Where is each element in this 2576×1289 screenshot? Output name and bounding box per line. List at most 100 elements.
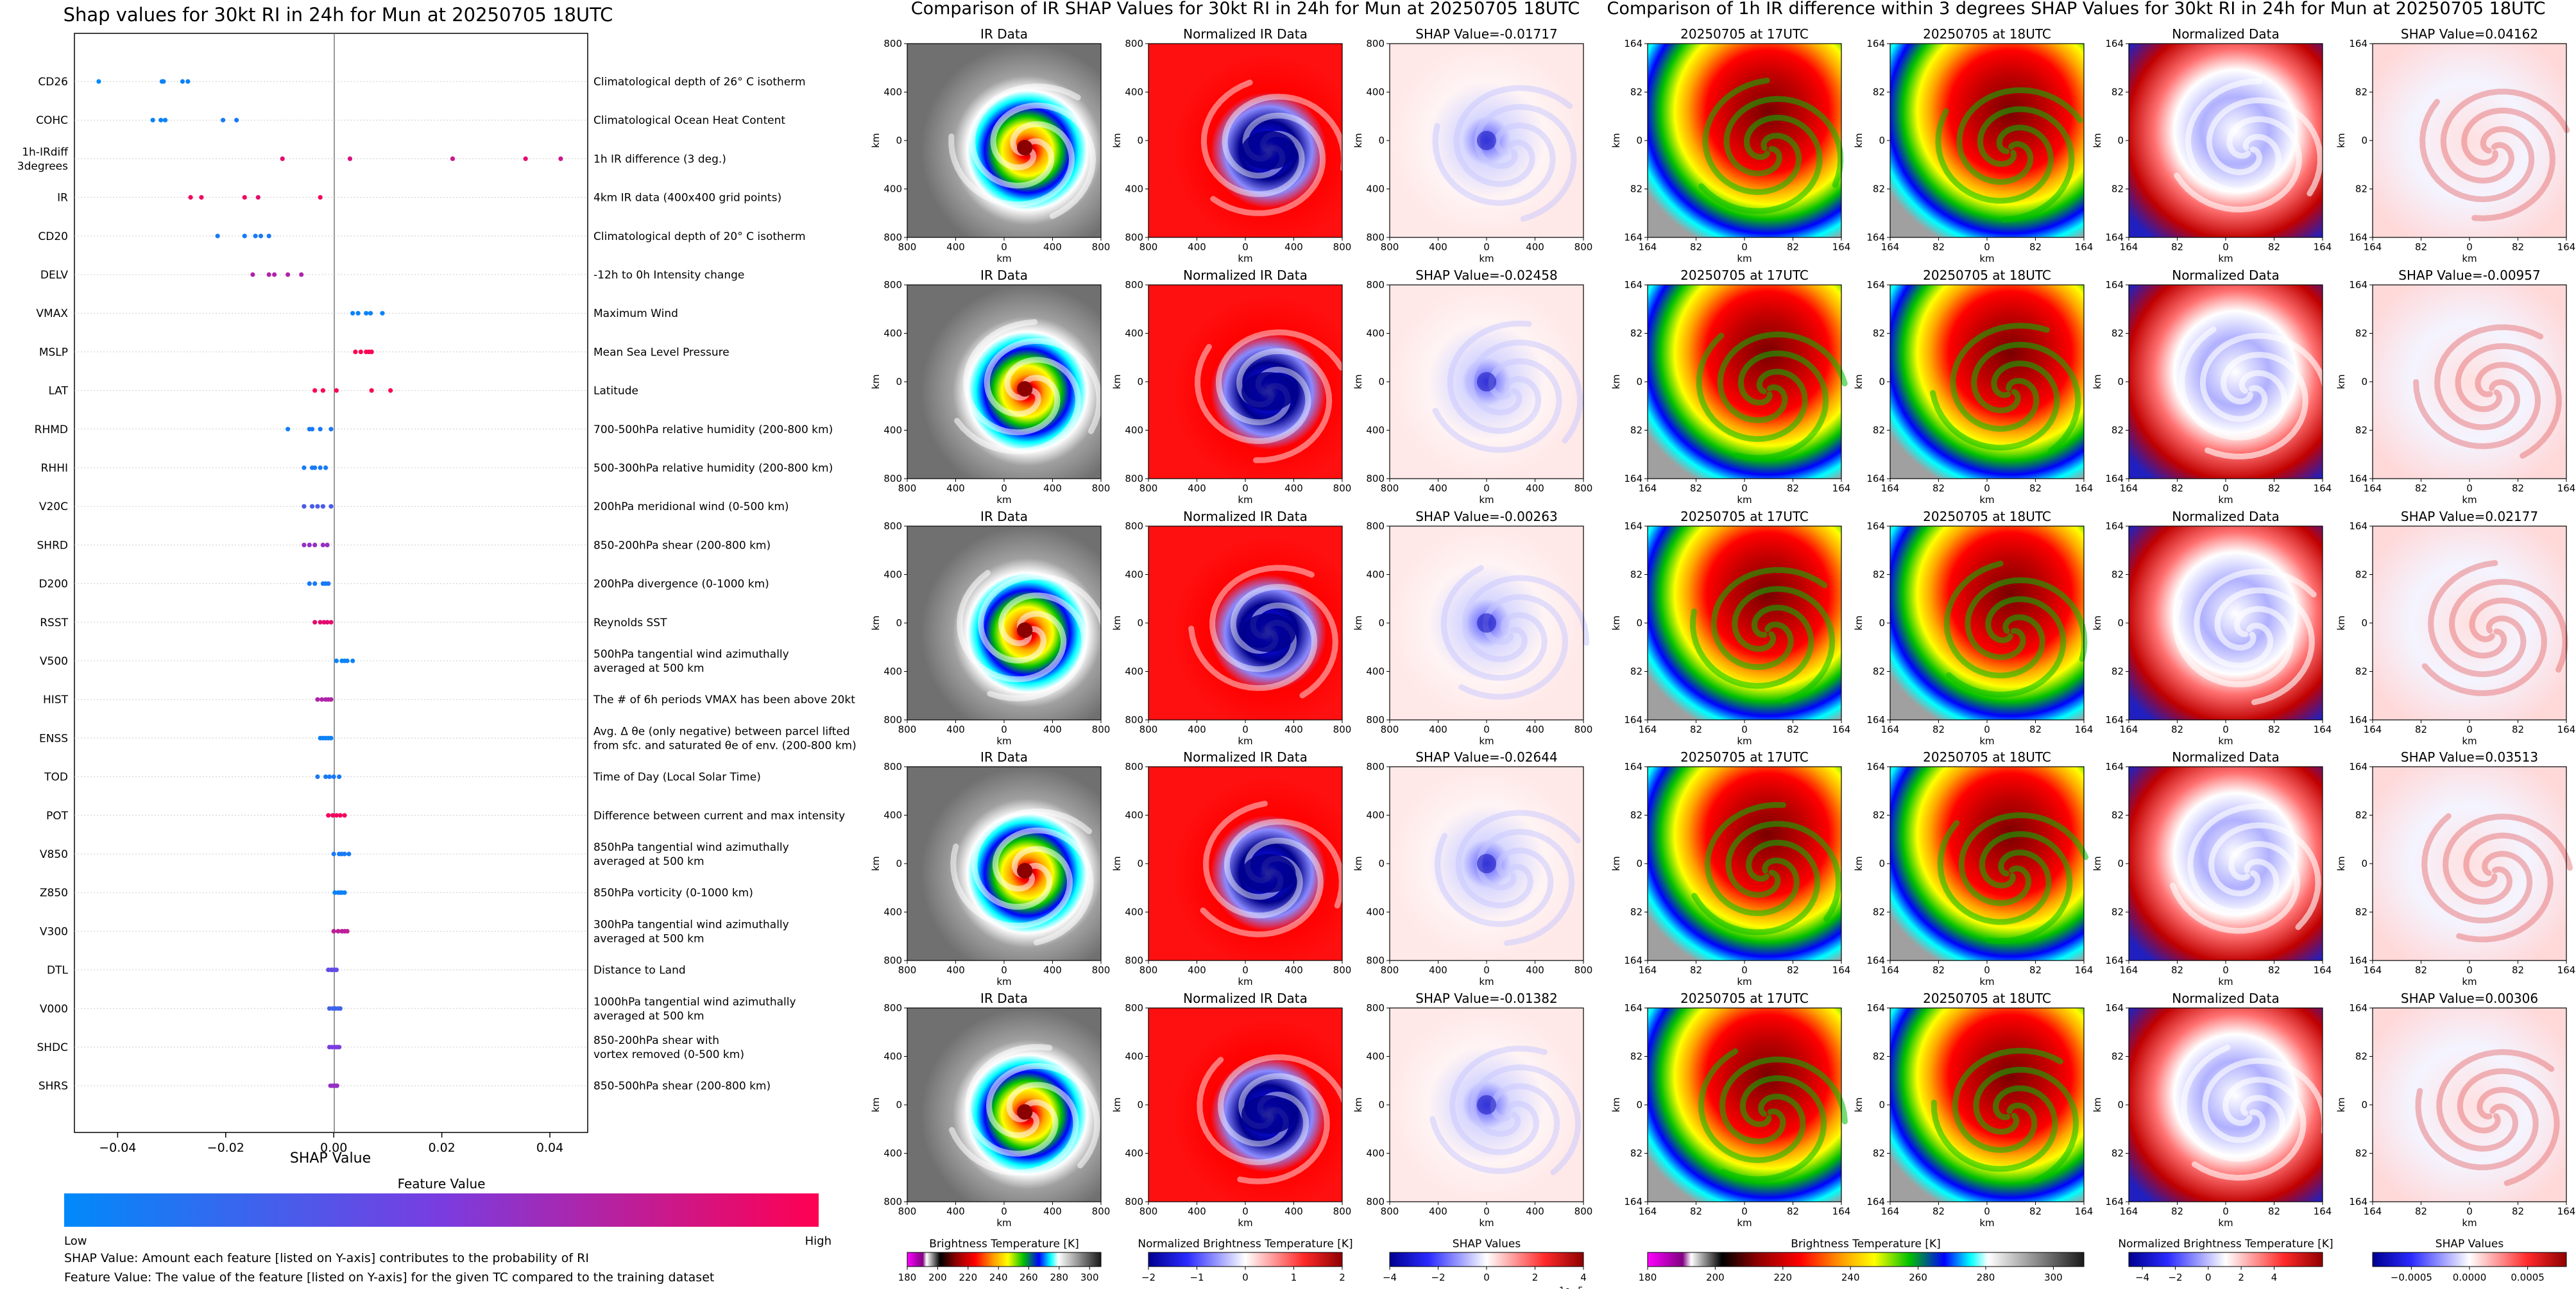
- shap-point: [286, 427, 291, 432]
- shap-point: [302, 465, 307, 470]
- x-axis-label: km: [1238, 735, 1252, 747]
- y-axis-label: km: [1853, 374, 1864, 389]
- subplot-title: 20250705 at 17UTC: [1680, 749, 1809, 765]
- feature-name-label: VMAX: [36, 307, 68, 320]
- x-axis-label: km: [2218, 1217, 2233, 1229]
- image-subplot: Normalized Data1641648282008282164164kmk…: [2092, 509, 2332, 747]
- x-tick-label: 164: [2364, 1206, 2382, 1217]
- colorbar: Normalized Brightness Temperature [K] −4 −…: [2118, 1238, 2333, 1283]
- x-tick-label: 82: [1932, 241, 1945, 253]
- feature-description-label: 1000hPa tangential wind azimuthally avera…: [593, 996, 796, 1023]
- feature-name-label: MSLP: [39, 346, 68, 359]
- spiral-band: [954, 357, 1081, 455]
- feature-name-label: CD26: [38, 76, 68, 89]
- spiral-band: [2214, 587, 2315, 706]
- shap-point: [150, 117, 155, 123]
- y-axis-label: km: [2335, 856, 2347, 871]
- x-axis-label: km: [2462, 253, 2477, 264]
- x-tick-label: 800: [1574, 1206, 1593, 1217]
- shap-point: [250, 272, 255, 277]
- image-subplot: 20250705 at 17UTC1641648282008282164164k…: [1610, 509, 1850, 747]
- x-axis-label: km: [996, 976, 1011, 987]
- colorbar-tick-label: 240: [989, 1272, 1008, 1283]
- x-tick-label: 400: [1188, 964, 1206, 976]
- y-axis-label: km: [1610, 374, 1622, 389]
- x-axis-label: km: [1737, 976, 1752, 987]
- shap-point: [380, 311, 385, 316]
- y-tick-label: 0: [1137, 376, 1143, 388]
- shap-point: [334, 388, 339, 393]
- spiral-band: [1447, 320, 1542, 434]
- spiral-band: [2179, 326, 2288, 441]
- image-subplot: SHAP Value=0.003061641648282008282164164…: [2335, 991, 2575, 1229]
- x-axis-label: km: [2462, 494, 2477, 506]
- spiral-band: [1710, 567, 1828, 670]
- y-axis-label: km: [1352, 1097, 1364, 1112]
- x-tick-label: 164: [2075, 1206, 2094, 1217]
- x-tick-label: 0: [1741, 241, 1748, 253]
- x-tick-label: 800: [1333, 964, 1352, 976]
- colorbar-strip: [907, 1252, 1102, 1267]
- colorbar-tick-label: 4: [2271, 1272, 2278, 1283]
- x-tick-label: 82: [2268, 482, 2280, 494]
- x-axis-label: km: [996, 494, 1011, 506]
- storm-core: [1241, 853, 1296, 893]
- spiral-band: [1432, 123, 1556, 206]
- image-subplot: 20250705 at 17UTC1641648282008282164164k…: [1610, 749, 1850, 987]
- y-tick-label: 164: [2105, 279, 2124, 291]
- subplot-title: SHAP Value=0.02177: [2401, 509, 2538, 524]
- y-tick-label: 0: [1378, 135, 1385, 146]
- y-tick-label: 164: [2349, 1196, 2367, 1208]
- x-axis-label: km: [1979, 976, 1994, 987]
- x-tick-label: 400: [1429, 241, 1447, 253]
- spiral-band: [2461, 107, 2555, 221]
- y-axis-label: km: [2092, 615, 2103, 630]
- image-field: [2373, 526, 2566, 720]
- shap-point: [331, 851, 336, 857]
- x-tick-label: 800: [1139, 1206, 1158, 1217]
- image-subplot: SHAP Value=-0.01382800800400400004004008…: [1352, 991, 1592, 1229]
- shap-point: [266, 272, 271, 277]
- y-tick-label: 400: [883, 1148, 902, 1159]
- shap-point: [302, 504, 307, 509]
- irdiff-comparison-panel: Comparison of 1h IR difference within 3 …: [1607, 0, 2575, 1283]
- spiral-band: [1977, 106, 2075, 223]
- shap-point: [364, 311, 369, 316]
- subplot-title: SHAP Value=0.00306: [2401, 991, 2538, 1006]
- y-tick-label: 82: [2111, 569, 2124, 581]
- x-tick-label: 164: [1832, 482, 1851, 494]
- shap-point: [323, 465, 328, 470]
- x-tick-label: 0: [1483, 964, 1490, 976]
- image-subplot: SHAP Value=-0.01717800800400400004004008…: [1352, 26, 1592, 264]
- y-tick-label: 0: [2117, 858, 2124, 869]
- y-tick-label: 164: [2349, 955, 2367, 966]
- colorbar-tick-label: 280: [1050, 1272, 1068, 1283]
- x-axis-label: km: [2462, 976, 2477, 987]
- x-tick-label: 400: [1526, 482, 1544, 494]
- y-tick-label: 800: [1125, 473, 1143, 484]
- feature-row: POT Difference between current and max in…: [46, 810, 845, 823]
- subplot-image: [1390, 44, 1583, 237]
- colorbar-strip: [2372, 1252, 2567, 1267]
- y-tick-label: 0: [2117, 617, 2124, 629]
- x-tick-label: 800: [1139, 241, 1158, 253]
- x-axis-label: km: [2462, 735, 2477, 747]
- shap-point: [331, 928, 336, 934]
- y-tick-label: 400: [883, 666, 902, 678]
- y-tick-label: 400: [1366, 1051, 1385, 1063]
- shap-point: [258, 234, 264, 239]
- spiral-band: [1945, 596, 2067, 698]
- y-tick-label: 800: [883, 1196, 902, 1208]
- y-tick-label: 0: [2361, 135, 2367, 146]
- shap-point: [334, 658, 339, 663]
- x-tick-label: 0: [1984, 724, 1990, 735]
- y-tick-label: 0: [2361, 858, 2367, 869]
- shap-point: [312, 542, 318, 548]
- feature-value-note: Feature Value: The value of the feature …: [64, 1270, 714, 1285]
- y-tick-label: 0: [1879, 617, 1885, 629]
- spiral-band: [971, 808, 1093, 910]
- y-tick-label: 400: [1125, 907, 1143, 918]
- subplot-title: Normalized IR Data: [1183, 268, 1308, 283]
- x-tick-label: 400: [1429, 482, 1447, 494]
